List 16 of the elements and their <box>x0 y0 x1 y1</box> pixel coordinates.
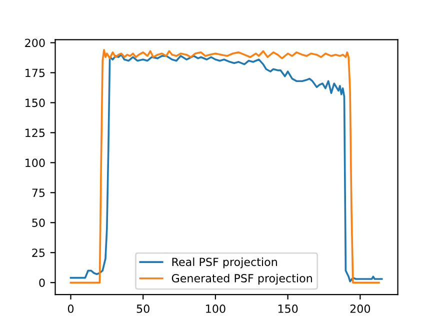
y-tick-label: 50 <box>32 218 45 228</box>
x-tick-label: 100 <box>206 304 226 313</box>
x-tick-label: 50 <box>136 304 150 313</box>
y-tick-label: 0 <box>39 278 45 287</box>
y-tick-label: 200 <box>25 38 45 48</box>
y-tick-label: 175 <box>26 68 45 78</box>
legend-label: Real PSF projection <box>172 258 277 268</box>
x-tick-label: 200 <box>350 304 370 313</box>
y-tick-label: 150 <box>26 98 45 108</box>
y-tick-label: 75 <box>32 188 45 198</box>
y-tick-label: 125 <box>26 128 45 138</box>
y-tick-label: 100 <box>26 158 45 168</box>
x-tick-label: 150 <box>278 304 298 313</box>
legend-label: Generated PSF projection <box>172 274 312 285</box>
y-tick-label: 25 <box>32 248 45 257</box>
x-tick-label: 0 <box>68 304 74 313</box>
